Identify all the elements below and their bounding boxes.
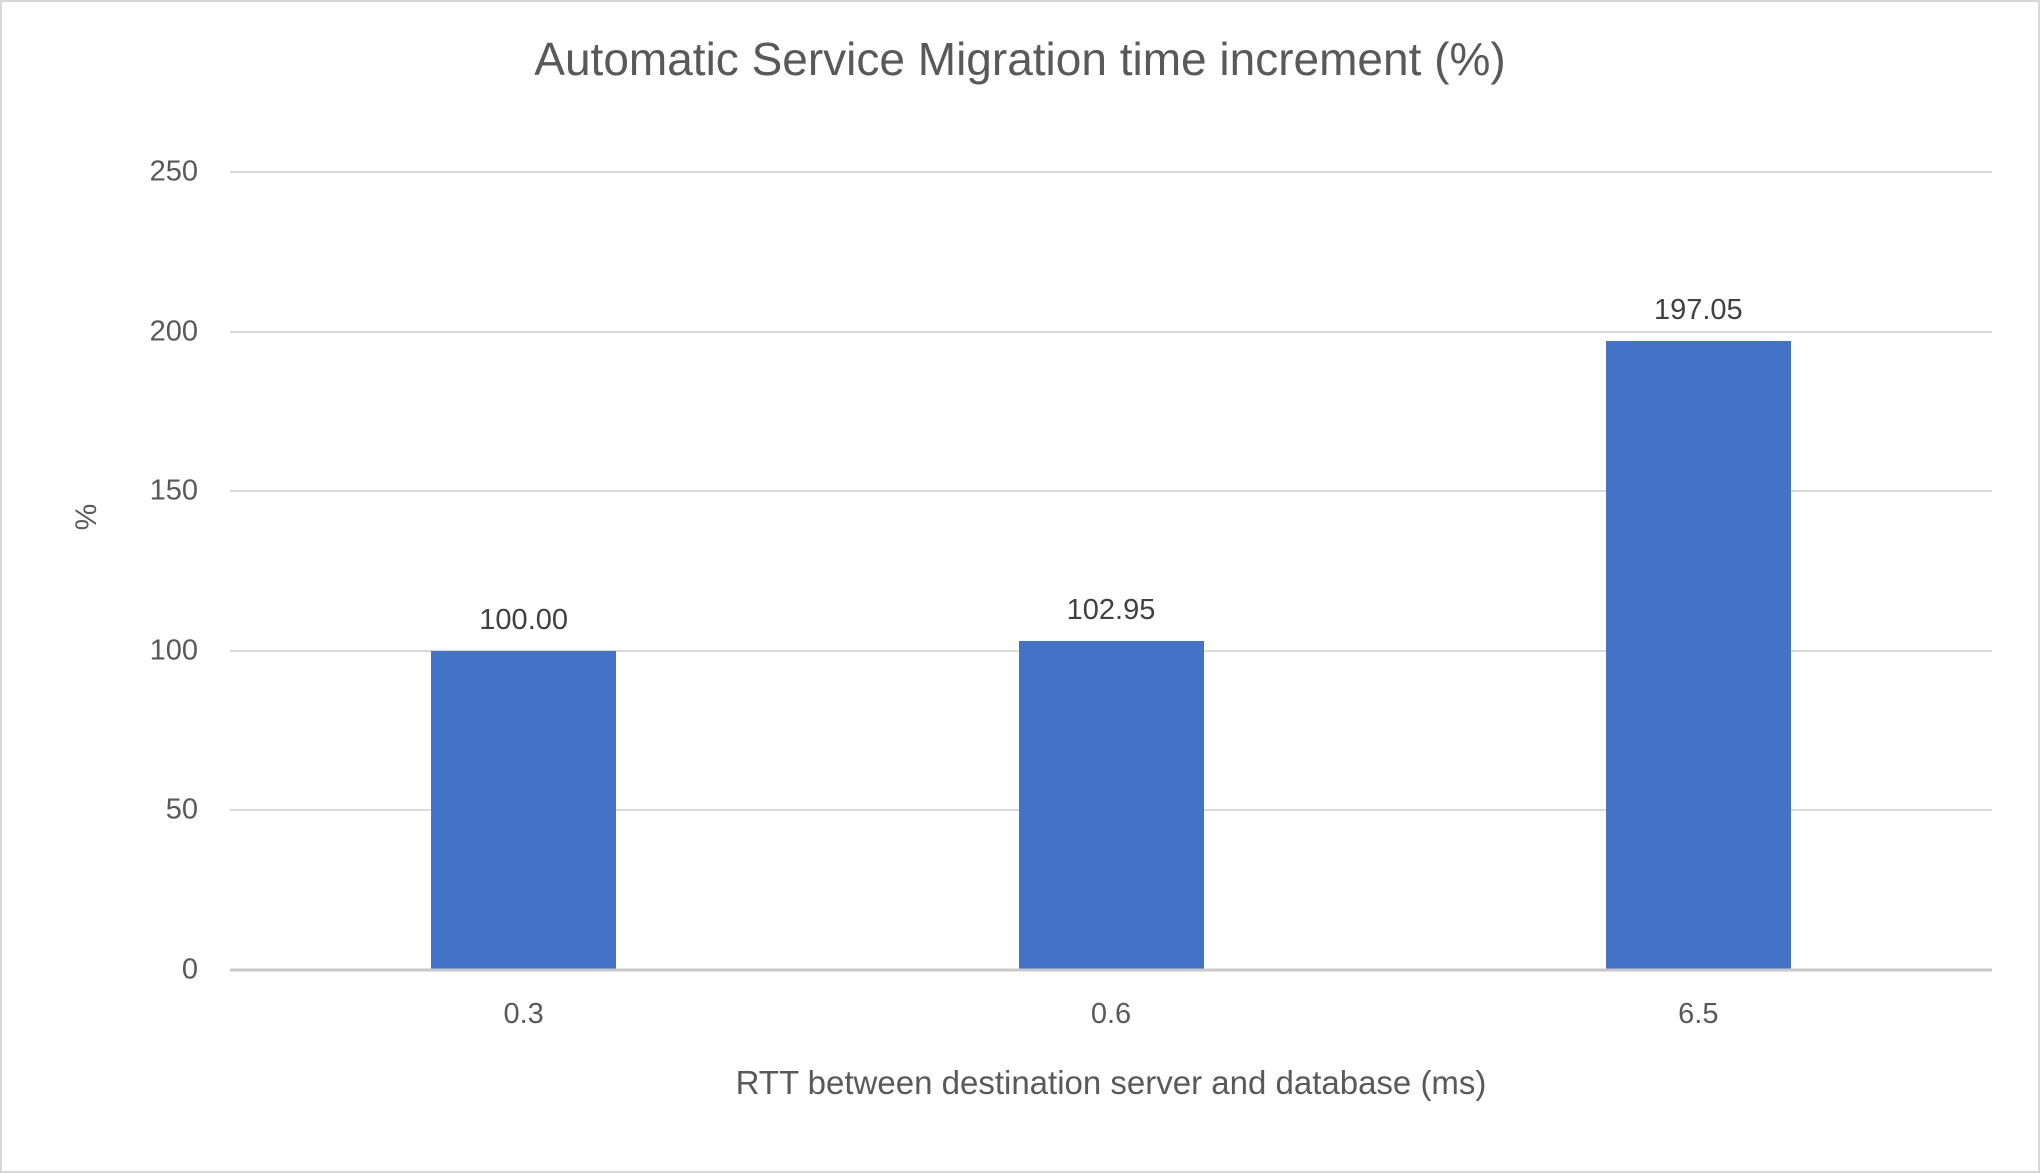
x-axis-title: RTT between destination server and datab…: [735, 1064, 1487, 1101]
bar: [431, 650, 617, 970]
y-tick-label: 250: [149, 155, 198, 188]
bar: [1605, 341, 1791, 970]
bar-value-label: 100.00: [479, 603, 569, 636]
x-axis-line: [230, 968, 1992, 972]
y-tick-label: 0: [181, 953, 198, 986]
gridline: [230, 490, 1992, 493]
y-axis-title: %: [70, 503, 103, 531]
y-tick-label: 150: [149, 474, 198, 507]
gridline: [230, 171, 1992, 173]
y-tick-label: 50: [165, 793, 198, 826]
x-tick-label: 0.6: [1090, 998, 1132, 1030]
x-axis-tick-labels: 0.3 0.6 6.5: [230, 1000, 1992, 1040]
plot-area: 100.00 102.95 197.05: [230, 171, 1992, 972]
bar-value-label: 102.95: [1066, 594, 1156, 627]
x-tick-label: 6.5: [1678, 998, 1719, 1030]
bar: [1018, 641, 1204, 970]
gridline: [230, 330, 1992, 333]
chart-title: Automatic Service Migration time increme…: [534, 33, 1506, 85]
y-tick-label: 100: [149, 634, 198, 667]
y-tick-label: 200: [149, 315, 198, 348]
x-tick-label: 0.3: [503, 998, 544, 1030]
bar-value-label: 197.05: [1653, 294, 1743, 327]
y-axis-tick-labels: 0 50 100 150 200 250: [2, 157, 198, 984]
